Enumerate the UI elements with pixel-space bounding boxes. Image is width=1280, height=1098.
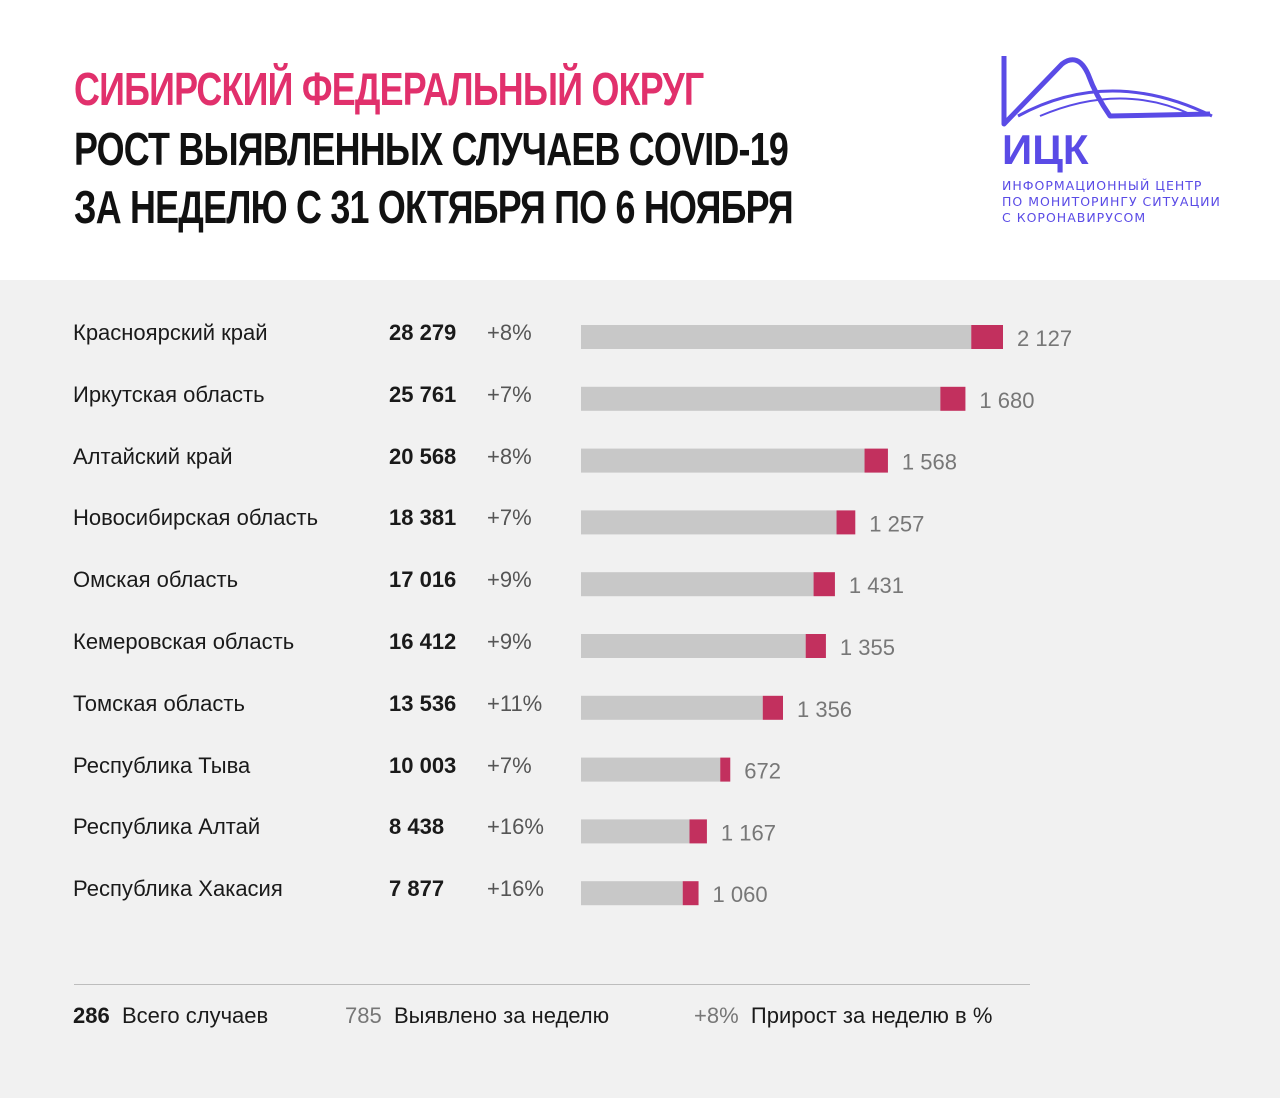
region-label: Томская область	[73, 690, 245, 716]
bar-total	[581, 448, 865, 473]
legend-total: 286 Всего случаев	[73, 1005, 268, 1027]
logo-caption-1: ИНФОРМАЦИОННЫЙ ЦЕНТР	[1002, 178, 1203, 193]
region-label: Алтайский край	[73, 443, 233, 469]
bar-total	[581, 325, 972, 349]
title-period: ЗА НЕДЕЛЮ С 31 ОКТЯБРЯ ПО 6 НОЯБРЯ	[74, 181, 794, 233]
legend-total-text: Всего случаев	[121, 1003, 269, 1028]
bar-new-cases	[805, 634, 826, 658]
growth-pct: +7%	[487, 505, 532, 531]
bar-new-cases	[682, 881, 699, 906]
total-value: 17 016	[389, 567, 457, 593]
legend-week-text: Выявлено за неделю	[393, 1003, 610, 1028]
growth-pct: +7%	[487, 752, 532, 778]
bar-total	[581, 695, 763, 720]
total-value: 7 877	[389, 876, 445, 902]
region-label: Кемеровская область	[73, 629, 295, 654]
region-label: Омская область	[73, 567, 239, 593]
new-cases-label: 2 127	[1017, 326, 1072, 351]
total-value: 10 003	[389, 752, 457, 778]
region-label: Красноярский край	[73, 320, 268, 345]
new-cases-label: 672	[744, 759, 781, 784]
total-value: 18 381	[389, 505, 457, 531]
growth-pct: +11%	[487, 690, 543, 716]
region-label: Республика Тыва	[73, 752, 251, 778]
bar-new-cases	[720, 757, 731, 782]
title-region: СИБИРСКИЙ ФЕДЕРАЛЬНЫЙ ОКРУГ	[74, 63, 704, 115]
logo-caption-2: ПО МОНИТОРИНГУ СИТУАЦИИ	[1002, 194, 1221, 209]
chart-panel	[0, 280, 1280, 1098]
bar-total	[581, 819, 690, 844]
region-label: Иркутская область	[73, 381, 265, 407]
new-cases-label: 1 568	[902, 450, 957, 475]
bar-total	[581, 881, 683, 906]
bar-new-cases	[836, 510, 856, 535]
bar-new-cases	[864, 448, 888, 473]
growth-pct: +8%	[487, 320, 532, 345]
new-cases-label: 1 167	[721, 820, 776, 845]
legend-growth: +8% Прирост за неделю в %	[694, 1005, 992, 1027]
logo-abbr: ИЦК	[1002, 126, 1089, 173]
new-cases-label: 1 257	[869, 511, 924, 536]
new-cases-label: 1 060	[713, 882, 768, 907]
legend-total-value: 286	[73, 1003, 110, 1028]
title-main: РОСТ ВЫЯВЛЕННЫХ СЛУЧАЕВ COVID-19	[74, 123, 789, 175]
total-value: 20 568	[389, 443, 457, 469]
growth-pct: +8%	[487, 443, 532, 469]
growth-pct: +9%	[487, 629, 532, 654]
growth-pct: +16%	[487, 814, 544, 840]
bar-new-cases	[971, 325, 1003, 349]
legend-divider	[74, 984, 1030, 985]
total-value: 28 279	[389, 320, 457, 345]
legend-growth-text: Прирост за неделю в %	[750, 1003, 993, 1028]
region-label: Новосибирская область	[73, 505, 319, 531]
logo-icon: ИЦК	[1001, 56, 1213, 173]
bar-new-cases	[689, 819, 707, 844]
bar-total	[581, 572, 814, 597]
total-value: 13 536	[389, 690, 457, 716]
total-value: 25 761	[389, 381, 457, 407]
new-cases-label: 1 431	[849, 573, 904, 598]
bar-new-cases	[762, 695, 783, 720]
new-cases-label: 1 680	[979, 388, 1034, 413]
bar-total	[581, 386, 941, 411]
region-label: Республика Хакасия	[73, 876, 283, 902]
total-value: 16 412	[389, 629, 457, 654]
legend-week-value: 785	[345, 1003, 382, 1028]
growth-pct: +7%	[487, 381, 532, 407]
logo-caption-3: С КОРОНАВИРУСОМ	[1002, 210, 1147, 225]
new-cases-label: 1 356	[797, 697, 852, 722]
growth-pct: +16%	[487, 876, 544, 902]
region-label: Республика Алтай	[73, 814, 261, 840]
legend-week: 785 Выявлено за неделю	[345, 1005, 609, 1027]
header	[0, 0, 1280, 280]
bar-total	[581, 634, 806, 658]
new-cases-label: 1 355	[840, 635, 895, 660]
bar-new-cases	[940, 386, 966, 411]
bar-total	[581, 510, 837, 535]
total-value: 8 438	[389, 814, 445, 840]
growth-pct: +9%	[487, 567, 532, 593]
bar-new-cases	[813, 572, 835, 597]
legend-growth-value: +8%	[694, 1003, 739, 1028]
bar-total	[581, 757, 721, 782]
